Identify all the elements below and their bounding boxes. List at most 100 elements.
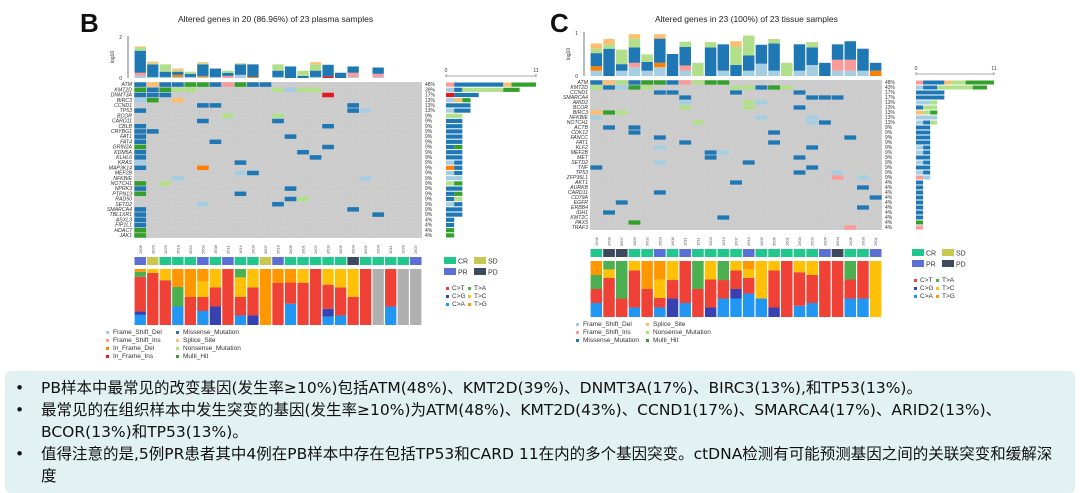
empty-cell — [384, 118, 397, 124]
gene-count-bar-segment — [446, 150, 463, 155]
empty-cell — [831, 140, 844, 145]
empty-cell — [653, 100, 666, 105]
empty-cell — [159, 155, 172, 160]
titv-legend-dot — [446, 287, 449, 290]
empty-cell — [666, 225, 679, 230]
mutation-cell — [134, 144, 147, 150]
titv-bar-segment — [857, 261, 869, 299]
titv-bar-segment — [134, 311, 146, 315]
empty-cell — [603, 140, 615, 145]
empty-cell — [603, 135, 615, 140]
empty-cell — [284, 160, 297, 165]
empty-cell — [272, 134, 284, 139]
empty-cell — [768, 105, 781, 110]
empty-cell — [704, 135, 717, 140]
empty-cell — [297, 170, 309, 176]
mutation-cell — [628, 125, 641, 130]
tmb-bar-segment — [641, 61, 653, 71]
empty-cell — [322, 129, 334, 134]
empty-cell — [184, 155, 197, 160]
mutation-cell — [818, 95, 831, 100]
empty-cell — [653, 130, 666, 135]
mutation-cell — [234, 191, 247, 197]
empty-cell — [334, 103, 347, 108]
empty-cell — [272, 181, 284, 186]
mutation-cell — [755, 100, 768, 105]
titv-bar-segment — [259, 269, 272, 325]
empty-cell — [679, 155, 692, 160]
empty-cell — [780, 100, 793, 105]
empty-cell — [259, 97, 272, 103]
empty-cell — [590, 130, 603, 135]
empty-cell — [831, 190, 844, 195]
empty-cell — [322, 155, 334, 160]
empty-cell — [603, 190, 615, 195]
tmb-bar-segment — [628, 62, 641, 68]
empty-cell — [679, 165, 692, 170]
response-cell — [628, 249, 641, 257]
mutation-cell — [628, 130, 641, 135]
empty-cell — [334, 196, 347, 202]
tmb-bar-segment — [184, 73, 197, 77]
mutation-cell — [347, 103, 359, 108]
gene-count-bar-segment — [916, 90, 945, 95]
titv-legend-label: C>T — [920, 277, 932, 284]
empty-cell — [334, 108, 347, 113]
mutation-cell — [793, 105, 806, 110]
empty-cell — [247, 222, 259, 228]
empty-cell — [334, 139, 347, 145]
gene-percentage: 9% — [885, 165, 893, 171]
empty-cell — [793, 180, 806, 185]
sample-label: 3829 — [150, 244, 155, 254]
mutation-cell — [590, 115, 603, 120]
empty-cell — [691, 185, 704, 190]
response-legend-label: SD — [488, 259, 498, 266]
empty-cell — [171, 196, 184, 202]
empty-cell — [806, 180, 819, 185]
empty-cell — [259, 201, 272, 207]
empty-cell — [359, 123, 372, 129]
sample-label: 1606 — [848, 236, 853, 246]
gene-label: BCOR — [117, 113, 132, 119]
gene-count-bar-segment — [454, 181, 463, 186]
empty-cell — [869, 150, 882, 155]
tmb-bar-segment — [222, 72, 234, 76]
response-cell — [359, 257, 372, 265]
empty-cell — [857, 195, 869, 200]
empty-cell — [641, 100, 654, 105]
empty-cell — [806, 105, 819, 110]
empty-cell — [171, 134, 184, 139]
gene-label: ATM — [120, 82, 132, 88]
titv-legend-dot — [446, 303, 449, 306]
empty-cell — [184, 181, 197, 186]
empty-cell — [359, 155, 372, 160]
gene-count-bar-segment — [454, 191, 463, 196]
empty-cell — [679, 135, 692, 140]
mutation-cell — [603, 85, 615, 90]
empty-cell — [869, 100, 882, 105]
gene-count-bar-segment — [446, 129, 463, 134]
empty-cell — [247, 201, 259, 207]
empty-cell — [844, 85, 857, 90]
empty-cell — [159, 108, 172, 113]
empty-cell — [628, 100, 641, 105]
empty-cell — [384, 82, 397, 87]
sample-label: 3602 — [363, 244, 368, 254]
empty-cell — [730, 100, 742, 105]
empty-cell — [347, 212, 359, 217]
empty-cell — [717, 190, 730, 195]
empty-cell — [146, 160, 159, 165]
empty-cell — [717, 145, 730, 150]
empty-cell — [768, 225, 781, 230]
empty-cell — [691, 145, 704, 150]
titv-bar-segment — [172, 269, 184, 287]
gene-percentage: 9% — [425, 124, 433, 130]
empty-cell — [590, 105, 603, 110]
titv-bar-segment — [172, 286, 184, 307]
empty-cell — [869, 85, 882, 90]
tmb-bar-segment — [322, 76, 334, 78]
empty-cell — [297, 207, 309, 212]
response-cell — [793, 249, 806, 257]
empty-cell — [704, 210, 717, 215]
empty-cell — [372, 113, 385, 119]
